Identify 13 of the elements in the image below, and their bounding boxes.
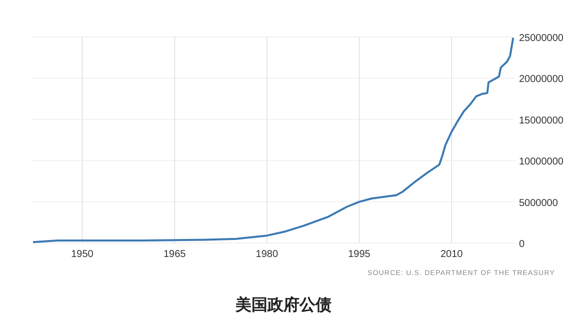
y-tick-label: 10000000	[519, 156, 564, 168]
y-tick-label: 5000000	[519, 198, 558, 209]
y-tick-label: 0	[519, 239, 525, 250]
line-series	[32, 36, 514, 244]
y-tick-label: 15000000	[519, 115, 564, 126]
x-tick-label: 1980	[256, 249, 278, 260]
text: 美国政府公债	[234, 295, 332, 314]
x-tick-label: 1965	[163, 249, 186, 260]
x-tick-label: 1950	[71, 249, 94, 260]
y-tick-label: 25000000	[519, 33, 564, 44]
y-tick-label: 20000000	[519, 74, 564, 86]
x-tick-label: 1995	[348, 249, 371, 260]
x-tick-label: 2010	[440, 249, 464, 260]
